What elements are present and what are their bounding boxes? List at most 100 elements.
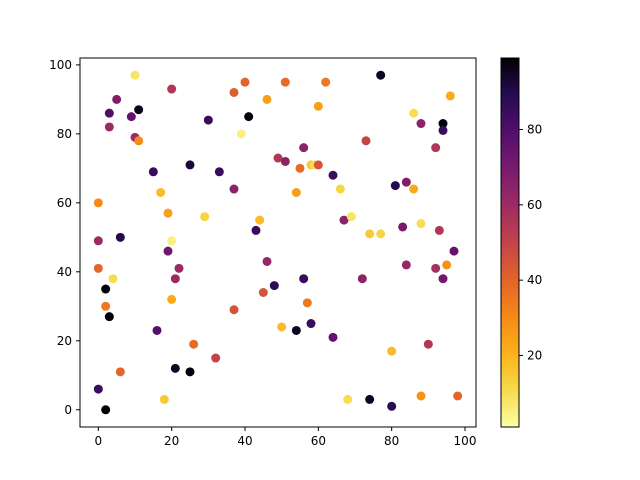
scatter-point — [189, 339, 199, 349]
scatter-point — [167, 294, 177, 304]
scatter-point — [445, 91, 455, 101]
scatter-point — [152, 325, 162, 335]
scatter-point — [104, 122, 114, 132]
colorbar-tick-label: 60 — [527, 198, 542, 212]
scatter-point — [398, 222, 408, 232]
scatter-point — [401, 177, 411, 187]
scatter-point — [185, 160, 195, 170]
scatter-point — [200, 212, 210, 222]
scatter-point — [346, 212, 356, 222]
y-tick-label: 0 — [64, 403, 72, 417]
x-tick-label: 20 — [164, 434, 179, 448]
y-tick-label: 20 — [57, 334, 72, 348]
scatter-point — [390, 181, 400, 191]
scatter-point — [203, 115, 213, 125]
points-layer — [93, 70, 463, 415]
scatter-point — [244, 112, 254, 122]
scatter-point — [438, 119, 448, 129]
scatter-point — [185, 367, 195, 377]
scatter-point — [277, 322, 287, 332]
scatter-point — [163, 208, 173, 218]
x-tick-label: 100 — [454, 434, 477, 448]
y-tick-label: 80 — [57, 127, 72, 141]
scatter-point — [280, 77, 290, 87]
scatter-point — [108, 274, 118, 284]
scatter-point — [431, 263, 441, 273]
scatter-point — [134, 105, 144, 115]
scatter-point — [357, 274, 367, 284]
scatter-point — [255, 215, 265, 225]
scatter-point — [313, 160, 323, 170]
scatter-point — [214, 167, 224, 177]
scatter-point — [409, 184, 419, 194]
scatter-point — [229, 184, 239, 194]
scatter-point — [328, 332, 338, 342]
scatter-point — [442, 260, 452, 270]
scatter-point — [262, 256, 272, 266]
scatter-point — [431, 143, 441, 153]
scatter-point — [321, 77, 331, 87]
scatter-point — [401, 260, 411, 270]
colorbar — [500, 57, 520, 428]
scatter-point — [101, 405, 111, 415]
y-tick-label: 40 — [57, 265, 72, 279]
scatter-point — [423, 339, 433, 349]
scatter-point — [148, 167, 158, 177]
scatter-point — [126, 112, 136, 122]
scatter-point — [387, 401, 397, 411]
scatter-point — [361, 136, 371, 146]
scatter-point — [376, 229, 386, 239]
scatter-point — [269, 281, 279, 291]
x-tick-label: 80 — [384, 434, 399, 448]
colorbar-tick-label: 20 — [527, 348, 542, 362]
scatter-point — [291, 325, 301, 335]
scatter-point — [174, 263, 184, 273]
scatter-point — [313, 101, 323, 111]
scatter-point — [262, 94, 272, 104]
scatter-point — [134, 136, 144, 146]
scatter-point — [104, 312, 114, 322]
scatter-point — [93, 236, 103, 246]
scatter-point — [229, 305, 239, 315]
scatter-point — [258, 288, 268, 298]
scatter-point — [93, 198, 103, 208]
scatter-point — [339, 215, 349, 225]
scatter-point — [295, 163, 305, 173]
x-tick-label: 40 — [237, 434, 252, 448]
scatter-point — [387, 346, 397, 356]
scatter-point — [101, 284, 111, 294]
scatter-point — [365, 229, 375, 239]
x-tick-label: 0 — [95, 434, 103, 448]
scatter-point — [211, 353, 221, 363]
scatter-point — [438, 125, 448, 135]
scatter-point — [291, 187, 301, 197]
axes-frame — [79, 57, 477, 428]
scatter-point — [115, 367, 125, 377]
scatter-point — [156, 187, 166, 197]
scatter-point — [112, 94, 122, 104]
scatter-point — [229, 87, 239, 97]
scatter-point — [93, 263, 103, 273]
scatter-point — [236, 129, 246, 139]
scatter-point — [416, 119, 426, 129]
scatter-point — [416, 219, 426, 229]
y-axis-ticks: 0 20 40 60 80 100 — [49, 58, 80, 417]
scatter-point — [104, 108, 114, 118]
scatter-point — [365, 394, 375, 404]
scatter-point — [409, 108, 419, 118]
scatter-point — [280, 156, 290, 166]
scatter-point — [251, 225, 261, 235]
y-tick-label: 100 — [49, 58, 72, 72]
scatter-point — [163, 246, 173, 256]
x-tick-label: 60 — [311, 434, 326, 448]
y-tick-label: 60 — [57, 196, 72, 210]
x-axis-ticks: 0 20 40 60 80 100 — [95, 427, 477, 448]
scatter-point — [167, 84, 177, 94]
scatter-point — [449, 246, 459, 256]
scatter-point — [306, 319, 316, 329]
scatter-point — [328, 170, 338, 180]
scatter-point — [240, 77, 250, 87]
scatter-point — [335, 184, 345, 194]
scatter-point — [115, 232, 125, 242]
